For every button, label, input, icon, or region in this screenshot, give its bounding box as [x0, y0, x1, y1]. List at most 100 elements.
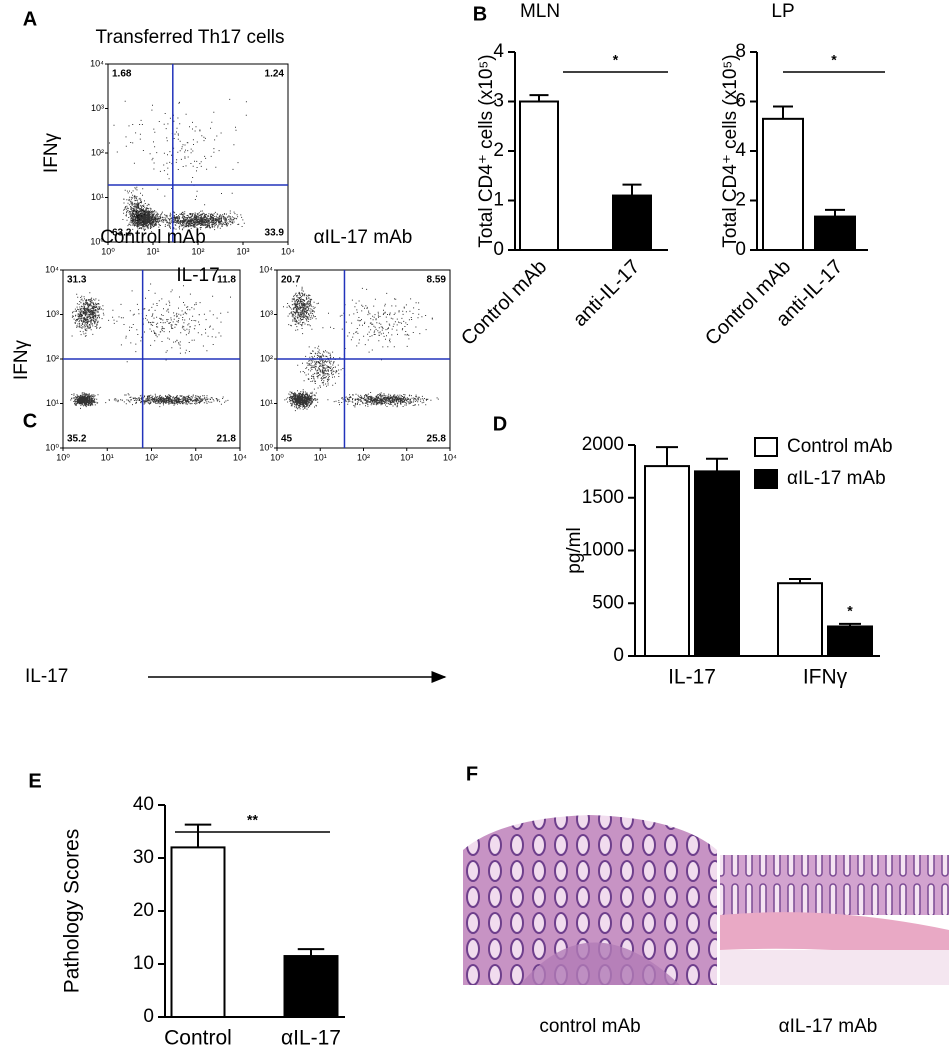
bar — [283, 955, 339, 1018]
y-tick-label: 2 — [735, 190, 746, 211]
legend-label: αIL-17 mAb — [787, 468, 886, 489]
y-axis-label: IFNγ — [11, 339, 32, 380]
y-axis-label: pg/ml — [564, 527, 585, 573]
y-tick-label: 10⁰ — [45, 442, 59, 452]
legend-swatch — [754, 469, 778, 489]
y-tick-label: 10⁰ — [259, 442, 273, 452]
x-tick-label: IL-17 — [668, 666, 716, 689]
y-axis-label: Total CD4⁺ cells (x10⁵) — [476, 54, 497, 247]
event-cloud — [70, 392, 99, 409]
event-cloud — [108, 283, 231, 363]
bar — [170, 846, 226, 1019]
significance-mark: * — [831, 52, 837, 68]
quadrant-percent: 31.3 — [67, 275, 87, 286]
event-cloud — [327, 392, 439, 408]
y-tick-label: 4 — [735, 140, 746, 161]
y-tick-label: 1 — [493, 190, 504, 211]
histology-label: control mAb — [539, 1016, 640, 1037]
x-tick-label: 10⁴ — [443, 452, 457, 462]
y-tick-label: 10¹ — [91, 192, 104, 202]
x-tick-label: anti-IL-17 — [569, 256, 644, 331]
plot-title: αIL-17 mAb — [314, 227, 413, 248]
y-tick-label: 6 — [735, 91, 746, 112]
quadrant-percent: 20.7 — [281, 275, 301, 286]
quadrant-percent: 33.9 — [265, 228, 285, 239]
error-bar — [297, 948, 325, 957]
y-tick-label: 1000 — [582, 540, 624, 561]
y-tick-label: 20 — [133, 900, 154, 921]
bar — [694, 470, 740, 657]
quadrant-percent: 63.2 — [112, 228, 132, 239]
error-bar — [825, 208, 845, 217]
legend-label: Control mAb — [787, 436, 893, 457]
histology-submucosa — [520, 942, 680, 985]
x-tick-label: IFNγ — [803, 666, 848, 689]
event-cloud — [284, 389, 319, 412]
y-tick-label: 30 — [133, 847, 154, 868]
bar — [612, 194, 652, 252]
event-cloud — [322, 287, 433, 361]
histology-serosa — [720, 950, 949, 985]
y-tick-label: 10¹ — [46, 398, 59, 408]
histology-anti — [720, 855, 949, 915]
y-tick-label: 4 — [493, 41, 504, 62]
y-tick-label: 10² — [46, 353, 59, 363]
y-tick-label: 10⁴ — [259, 264, 273, 274]
x-tick-label: 10⁰ — [270, 452, 284, 462]
event-cloud — [297, 345, 346, 390]
x-tick-label: 10² — [357, 452, 370, 462]
significance-mark: ** — [247, 812, 258, 828]
error-bar — [773, 105, 793, 119]
x-tick-label: 10⁰ — [101, 246, 115, 256]
error-bar — [529, 94, 549, 102]
x-tick-label: 10³ — [189, 452, 202, 462]
x-tick-label: 10³ — [400, 452, 413, 462]
quadrant-percent: 11.8 — [217, 275, 236, 286]
plot-title: Control mAb — [100, 227, 206, 248]
panel-label: E — [28, 770, 41, 792]
significance-mark: * — [847, 603, 853, 619]
error-bar — [184, 823, 212, 848]
y-tick-label: 0 — [735, 239, 746, 260]
histology-control — [463, 815, 717, 985]
histology-label: αIL-17 mAb — [779, 1016, 878, 1037]
quadrant-percent: 45 — [281, 434, 293, 445]
bar — [644, 465, 690, 657]
y-tick-label: 2000 — [582, 434, 624, 455]
y-axis-label: IFNγ — [41, 132, 62, 173]
significance-mark: * — [613, 52, 619, 68]
panel-label: A — [23, 8, 37, 30]
x-axis-label: IL-17 — [25, 666, 68, 687]
y-tick-label: 10⁴ — [90, 58, 104, 68]
x-tick-label: 10¹ — [314, 452, 327, 462]
y-tick-label: 0 — [143, 1006, 154, 1027]
x-tick-label: Control mAb — [457, 256, 551, 350]
y-tick-label: 10² — [260, 353, 273, 363]
event-cloud — [105, 393, 229, 408]
y-tick-label: 10³ — [46, 309, 59, 319]
quadrant-percent: 8.59 — [427, 275, 447, 286]
y-tick-label: 10 — [133, 953, 154, 974]
panel-label: B — [473, 3, 487, 25]
y-tick-label: 500 — [592, 592, 624, 613]
x-tick-label: 10⁰ — [56, 452, 70, 462]
y-tick-label: 0 — [613, 645, 624, 666]
error-bar — [706, 457, 728, 472]
y-tick-label: 10⁰ — [90, 236, 104, 246]
error-bar — [656, 446, 678, 467]
chart-title: LP — [771, 1, 794, 22]
x-axis-label: IL-17 — [176, 265, 219, 286]
x-tick-label: αIL-17 — [281, 1027, 341, 1050]
error-bar — [622, 183, 642, 196]
event-cloud — [122, 186, 150, 225]
y-tick-label: 10³ — [91, 103, 104, 113]
quadrant-percent: 35.2 — [67, 434, 87, 445]
quadrant-percent: 1.24 — [265, 69, 285, 80]
bar — [519, 100, 559, 251]
bar — [762, 117, 804, 251]
bar — [827, 625, 873, 658]
x-tick-label: 10² — [191, 246, 204, 256]
quadrant-percent: 25.8 — [427, 434, 447, 445]
x-tick-label: Control mAb — [701, 256, 795, 350]
